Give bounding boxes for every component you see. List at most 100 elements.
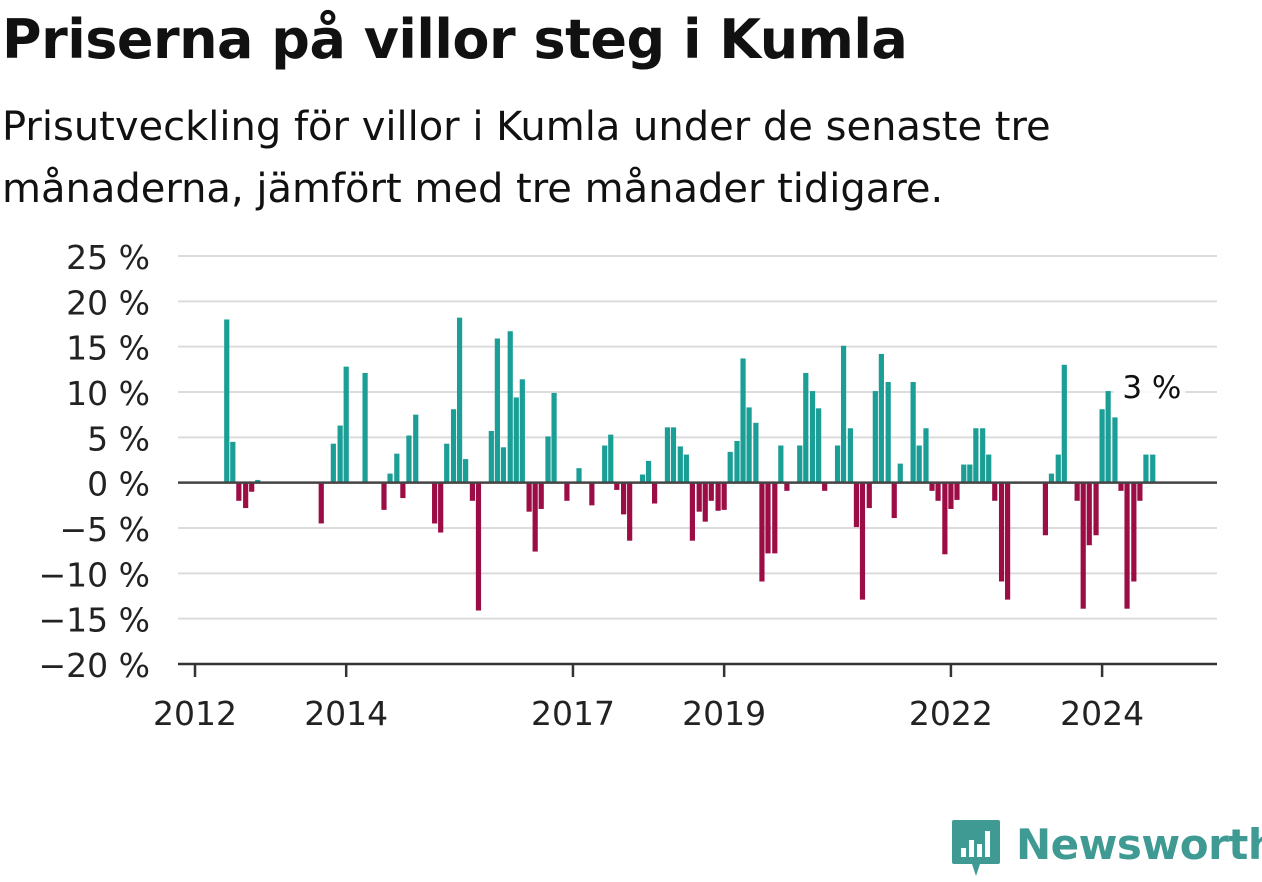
bar [243,482,249,509]
annotation-group: 3 % [1113,366,1186,406]
y-tick-label: 0 % [87,465,150,504]
bar [772,482,778,554]
bar [576,468,582,483]
bar [891,482,897,519]
bar [803,372,809,483]
bar [589,482,595,506]
bar [1137,482,1143,501]
bar [765,482,771,554]
bar [432,482,438,524]
bar [519,379,525,483]
bar [1118,482,1124,491]
bar [400,482,406,499]
chart-title: Priserna på villor steg i Kumla [2,8,908,71]
bar [494,338,500,483]
bar [330,443,336,483]
bar [1093,482,1099,536]
bar [929,482,935,491]
x-tick-label: 2019 [682,694,766,730]
bar [954,482,960,500]
bar [545,436,551,483]
bar [866,482,872,509]
bars [224,317,1156,611]
bar [778,445,784,483]
bar [413,414,419,483]
bar [872,391,878,483]
bar [1150,454,1156,483]
bar [853,482,860,528]
bar [740,358,746,483]
bar [702,482,708,522]
bar [816,408,822,483]
y-tick-label: 5 % [87,419,150,458]
bar [1131,482,1137,582]
bar-chart: 25 % 20 % 15 % 10 % 5 % 0 % −5 % −10 % −15 % −20 … [39,238,1217,730]
bar [664,427,671,483]
bar [469,482,476,501]
bar [507,331,513,483]
bar [840,345,847,483]
bar [822,482,828,491]
x-tick-label: 2014 [304,694,388,730]
bar [513,397,519,483]
bar [784,482,790,491]
bar [627,482,633,541]
bar [708,482,714,501]
x-tick-label: 2017 [531,694,615,730]
bar [715,482,721,511]
newsworthy-logo-icon [952,820,1000,876]
bar [343,366,349,483]
bar [1042,482,1049,536]
bar [614,482,620,490]
bar [318,482,324,524]
y-tick-label: −15 % [39,601,151,640]
bar [602,445,608,483]
bar [878,353,884,483]
bar [942,482,948,555]
bar [948,482,954,509]
bar [986,454,992,483]
bar [500,447,507,483]
bar [1080,482,1086,609]
x-tick-label: 2022 [909,694,993,730]
bar [923,428,929,483]
bar [1086,482,1092,546]
bar [1005,482,1011,600]
bar [721,482,727,510]
bar [696,482,702,512]
y-tick-label: −20 % [39,646,151,685]
y-tick-label: −5 % [60,510,151,549]
brand-name: Newsworthy [1016,820,1262,869]
bar [753,422,759,483]
bar [746,407,752,483]
bar [734,440,740,483]
y-tick-label: 20 % [66,283,150,322]
bar [608,434,614,483]
bar [961,464,967,483]
bar [362,372,368,483]
bar [973,428,979,483]
bar [834,445,841,483]
bar [1124,482,1130,609]
bar [797,445,803,483]
y-tick-label: 10 % [66,374,150,413]
bar [255,479,261,483]
bar [689,482,695,541]
bar [910,382,916,483]
bar [230,441,236,483]
y-axis-labels: 25 % 20 % 15 % 10 % 5 % 0 % −5 % −10 % −15 % −20 … [39,238,151,685]
bar [456,317,463,483]
bar [551,392,557,483]
bar [759,482,765,582]
bar [564,482,570,501]
latest-value-label: 3 % [1122,370,1181,406]
bar [847,428,853,483]
axes [178,481,1217,666]
y-tick-label: 25 % [66,238,150,277]
bar [1048,473,1055,483]
bar [1055,454,1061,483]
bar [526,482,532,512]
x-tick-label: 2024 [1060,694,1144,730]
annotation-background [1113,366,1186,406]
bar [935,482,941,501]
